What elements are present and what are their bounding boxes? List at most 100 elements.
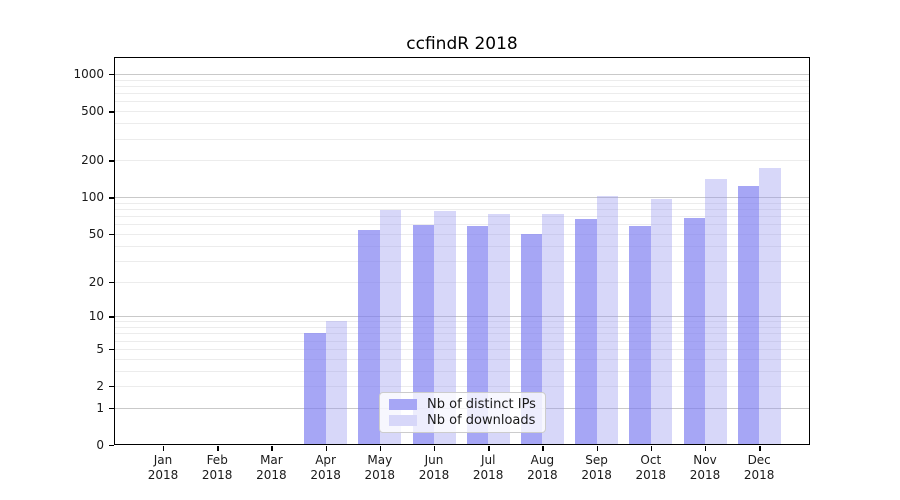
bar-distinct-ips-apr <box>304 333 326 445</box>
y-gridline-minor <box>114 79 810 81</box>
y-gridline-minor <box>114 216 810 218</box>
bar-downloads-jun <box>434 211 456 445</box>
x-tick-label-month: Aug <box>530 453 555 467</box>
bar-distinct-ips-sep <box>575 219 597 445</box>
y-gridline-minor <box>114 370 810 372</box>
x-tick-label-month: Feb <box>206 453 228 467</box>
y-gridline-minor <box>114 202 810 204</box>
y-tick <box>109 197 114 199</box>
x-tick-label: Oct 2018 <box>621 453 681 482</box>
x-tick-label: Aug 2018 <box>512 453 572 482</box>
y-gridline-minor <box>114 321 810 323</box>
legend-label-distinct-ips: Nb of distinct IPs <box>427 396 536 412</box>
x-tick-label: Feb 2018 <box>187 453 247 482</box>
x-tick <box>705 445 707 451</box>
x-tick <box>163 445 165 451</box>
y-gridline-minor <box>114 358 810 360</box>
bar-downloads-nov <box>705 178 727 445</box>
x-tick-label-year: 2018 <box>201 467 233 482</box>
x-tick-label: Nov 2018 <box>675 453 735 482</box>
y-tick-label: 0 <box>96 438 104 452</box>
x-tick-label: Jul 2018 <box>458 453 518 482</box>
legend-row-downloads: Nb of downloads <box>389 413 536 428</box>
y-tick-label: 2 <box>96 379 104 393</box>
legend-swatch-downloads <box>389 415 417 427</box>
legend-row-distinct-ips: Nb of distinct IPs <box>389 397 536 412</box>
x-tick-label-month: Oct <box>640 453 662 467</box>
x-tick-label: Apr 2018 <box>296 453 356 482</box>
x-tick-label: Jun 2018 <box>404 453 464 482</box>
y-gridline-minor <box>114 209 810 210</box>
y-tick <box>109 386 114 388</box>
y-gridline-minor <box>114 138 810 140</box>
y-gridline-minor <box>114 101 810 103</box>
y-tick <box>109 74 114 76</box>
x-tick <box>434 445 436 451</box>
bar-downloads-sep <box>596 195 619 445</box>
y-tick <box>109 281 114 283</box>
x-tick <box>217 445 219 451</box>
bar-downloads-jul <box>488 213 510 445</box>
x-tick-label-month: Mar <box>260 453 283 467</box>
y-tick-label: 100 <box>81 190 104 205</box>
x-tick-label-year: 2018 <box>256 467 287 482</box>
y-gridline-minor <box>114 340 810 342</box>
x-tick-label-year: 2018 <box>743 467 775 482</box>
y-gridline-minor <box>114 333 810 335</box>
x-tick <box>379 445 382 451</box>
x-tick <box>542 445 544 451</box>
y-gridline-minor <box>114 160 810 162</box>
bar-distinct-ips-oct <box>629 226 651 445</box>
y-tick <box>109 348 114 351</box>
y-tick <box>109 160 114 162</box>
x-tick-label: Jan 2018 <box>133 453 193 482</box>
x-tick <box>325 445 327 451</box>
x-tick-label-year: 2018 <box>310 467 341 482</box>
x-tick <box>596 445 598 451</box>
y-gridline-minor <box>114 123 810 125</box>
y-gridline-minor <box>114 327 810 328</box>
y-tick-label: 50 <box>88 226 104 241</box>
y-gridline-minor <box>114 281 810 283</box>
y-gridline-minor <box>114 111 810 113</box>
y-gridline-minor <box>114 386 810 387</box>
x-tick-label-month: Jul <box>480 453 496 467</box>
bar-distinct-ips-nov <box>683 217 705 445</box>
y-tick <box>109 233 114 236</box>
y-tick-label: 1000 <box>73 67 104 81</box>
y-tick <box>109 407 114 410</box>
y-gridline-major <box>114 316 810 318</box>
x-tick-label: Mar 2018 <box>241 453 301 482</box>
y-gridline-minor <box>114 224 810 226</box>
x-tick-label-year: 2018 <box>472 467 504 482</box>
y-tick <box>109 445 114 447</box>
y-tick-label: 200 <box>81 153 104 168</box>
y-gridline-minor <box>114 93 810 95</box>
x-tick-label-month: Sep <box>585 453 608 467</box>
bar-downloads-apr <box>325 321 348 445</box>
x-tick-label-year: 2018 <box>364 467 396 482</box>
y-tick-label: 1 <box>96 400 104 415</box>
y-gridline-minor <box>114 86 810 87</box>
x-tick-label-month: Jan <box>153 453 173 467</box>
y-tick-label: 10 <box>88 309 104 324</box>
x-tick <box>650 445 653 451</box>
x-tick-label-month: Dec <box>747 453 771 467</box>
x-tick-label-year: 2018 <box>147 467 179 482</box>
x-tick-label-year: 2018 <box>635 467 667 482</box>
y-gridline-major <box>114 197 810 199</box>
x-tick <box>488 445 490 451</box>
bar-distinct-ips-jul <box>466 226 489 445</box>
x-tick <box>271 445 273 451</box>
y-tick-label: 500 <box>81 104 104 119</box>
y-gridline-minor <box>114 260 810 262</box>
y-gridline-minor <box>114 348 810 350</box>
x-tick-label-year: 2018 <box>689 467 721 482</box>
bar-downloads-dec <box>759 167 781 445</box>
x-tick-label-year: 2018 <box>581 467 612 482</box>
x-tick-label: Sep 2018 <box>567 453 627 482</box>
bar-distinct-ips-dec <box>737 185 760 445</box>
y-tick <box>109 316 114 318</box>
bar-distinct-ips-may <box>358 229 380 445</box>
